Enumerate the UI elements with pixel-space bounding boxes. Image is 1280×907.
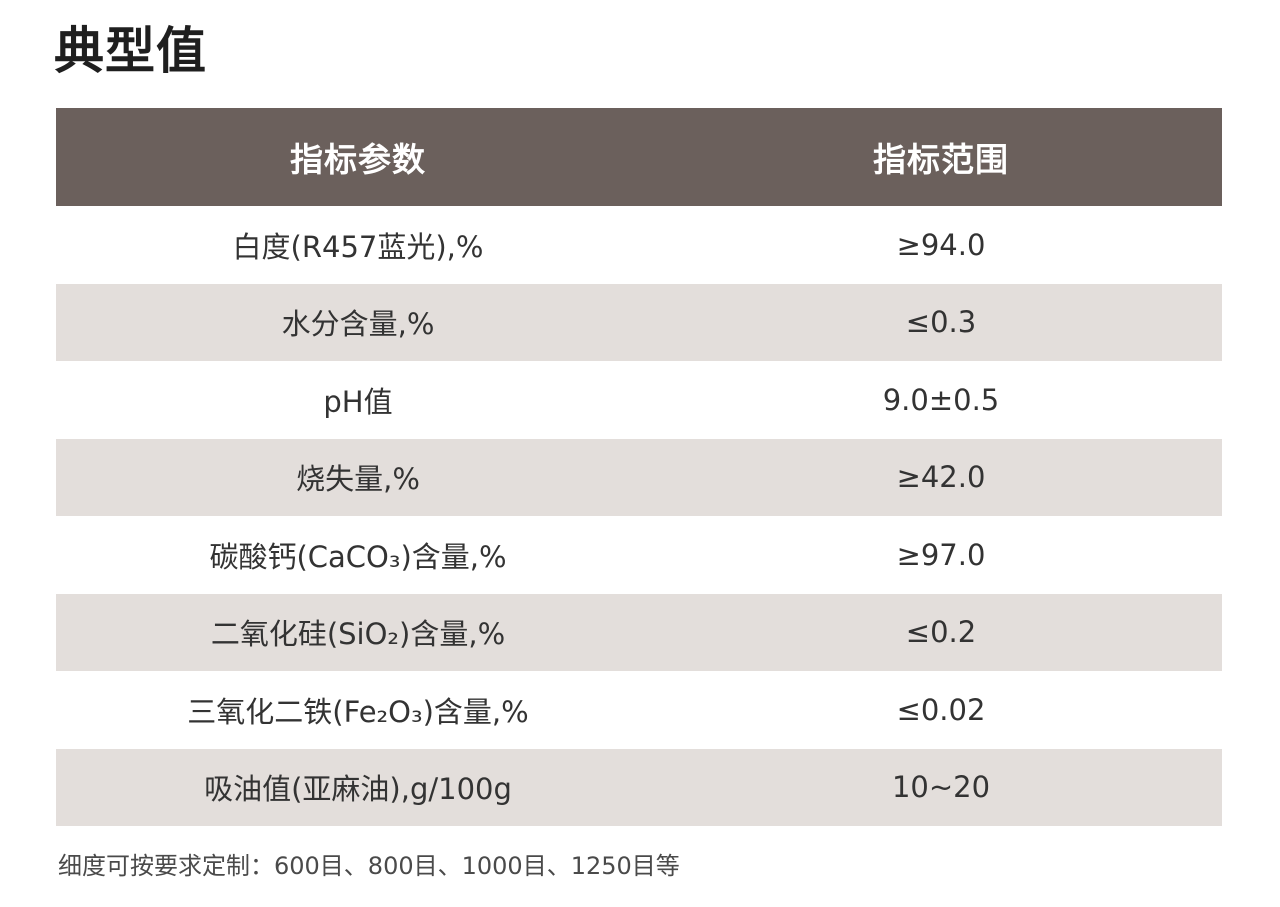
table-row: 吸油值(亚麻油),g/100g 10~20 — [56, 748, 1222, 826]
param-cell: 白度(R457蓝光),% — [232, 229, 484, 264]
param-cell: pH值 — [323, 384, 393, 419]
range-cell: ≥42.0 — [896, 460, 986, 495]
table-header: 指标参数 指标范围 — [56, 108, 1222, 206]
table-row: 三氧化二铁(Fe₂O₃)含量,% ≤0.02 — [56, 671, 1222, 749]
page-title: 典型值 — [54, 22, 207, 80]
range-cell: ≤0.2 — [905, 615, 977, 650]
param-cell: 三氧化二铁(Fe₂O₃)含量,% — [187, 694, 529, 729]
header-row: 指标参数 指标范围 — [56, 108, 1222, 206]
range-cell: 10~20 — [891, 770, 991, 805]
table-row: 烧失量,% ≥42.0 — [56, 438, 1222, 516]
range-cell: ≤0.02 — [896, 692, 986, 727]
range-cell: 9.0±0.5 — [882, 382, 1000, 417]
footnote: 细度可按要求定制：600目、800目、1000目、1250目等 — [58, 852, 680, 880]
table-row: 水分含量,% ≤0.3 — [56, 283, 1222, 361]
range-cell: ≥94.0 — [896, 227, 986, 262]
table-row: 碳酸钙(CaCO₃)含量,% ≥97.0 — [56, 516, 1222, 594]
param-cell: 二氧化硅(SiO₂)含量,% — [210, 617, 506, 652]
range-cell: ≥97.0 — [896, 537, 986, 572]
table-row: 白度(R457蓝光),% ≥94.0 — [56, 206, 1222, 284]
param-cell: 烧失量,% — [296, 462, 420, 497]
param-cell: 碳酸钙(CaCO₃)含量,% — [209, 539, 507, 574]
param-cell: 吸油值(亚麻油),g/100g — [204, 772, 512, 807]
table-body: 白度(R457蓝光),% ≥94.0 水分含量,% ≤0.3 pH值 9.0±0… — [56, 206, 1222, 826]
header-range: 指标范围 — [873, 140, 1009, 179]
table-row: 二氧化硅(SiO₂)含量,% ≤0.2 — [56, 593, 1222, 671]
param-cell: 水分含量,% — [281, 307, 435, 342]
header-param: 指标参数 — [290, 140, 426, 179]
spec-table: 指标参数 指标范围 白度(R457蓝光),% ≥94.0 水分含量,% ≤0.3… — [56, 108, 1222, 826]
table-row: pH值 9.0±0.5 — [56, 361, 1222, 439]
range-cell: ≤0.3 — [905, 305, 977, 340]
